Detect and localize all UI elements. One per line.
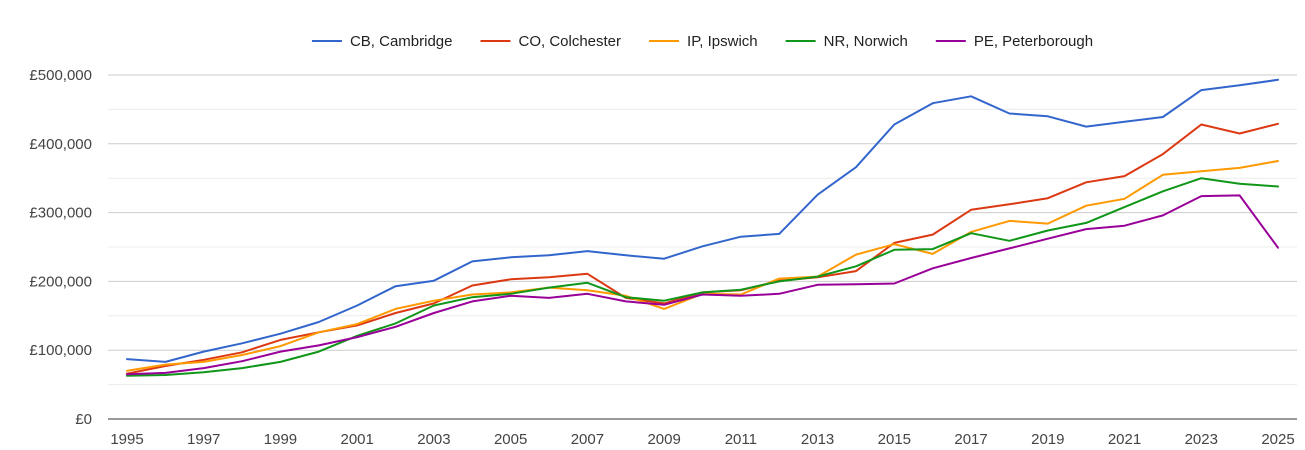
x-tick-label: 2005 xyxy=(494,431,527,448)
x-tick-label: 1997 xyxy=(187,431,220,448)
legend-item-pe[interactable]: PE, Peterborough xyxy=(935,33,1093,50)
x-tick-label: 2003 xyxy=(417,431,450,448)
axes: £0 £100,000 £200,000 £300,000 £400,000 £500,0… xyxy=(29,67,1297,448)
legend-label: NR, Norwich xyxy=(824,33,908,50)
legend-item-ip[interactable]: IP, Ipswich xyxy=(649,33,758,50)
legend-item-co[interactable]: CO, Colchester xyxy=(480,33,621,50)
series-line-ip[interactable] xyxy=(126,160,1279,372)
x-tick-label: 1999 xyxy=(264,431,297,448)
legend-label: CO, Colchester xyxy=(518,33,621,50)
y-tick-label: £500,000 xyxy=(29,67,92,84)
series-line-nr[interactable] xyxy=(126,177,1279,377)
series-lines xyxy=(126,78,1279,377)
x-tick-label: 2019 xyxy=(1031,431,1064,448)
legend-label: CB, Cambridge xyxy=(350,33,453,50)
series-line-cb[interactable] xyxy=(126,78,1279,363)
x-tick-label: 2021 xyxy=(1108,431,1141,448)
legend[interactable]: CB, Cambridge CO, Colchester IP, Ipswich NR… xyxy=(311,33,1093,50)
y-tick-label: £0 xyxy=(75,411,92,428)
x-tick-label: 2001 xyxy=(341,431,374,448)
x-tick-label: 2015 xyxy=(878,431,911,448)
x-tick-label: 2023 xyxy=(1185,431,1218,448)
legend-item-nr[interactable]: NR, Norwich xyxy=(785,33,908,50)
legend-item-cb[interactable]: CB, Cambridge xyxy=(311,33,453,50)
y-tick-label: £100,000 xyxy=(29,342,92,359)
y-tick-label: £400,000 xyxy=(29,136,92,153)
series-line-pe[interactable] xyxy=(126,194,1279,376)
x-tick-label: 2009 xyxy=(647,431,680,448)
x-tick-label: 2011 xyxy=(725,431,757,448)
y-tick-label: £300,000 xyxy=(29,205,92,222)
x-tick-label: 2025 xyxy=(1261,431,1294,448)
series-line-co[interactable] xyxy=(126,122,1279,375)
x-tick-label: 1995 xyxy=(110,431,143,448)
y-tick-label: £200,000 xyxy=(29,273,92,290)
x-tick-label: 2017 xyxy=(954,431,987,448)
legend-label: PE, Peterborough xyxy=(974,33,1093,50)
gridlines xyxy=(108,74,1297,386)
legend-label: IP, Ipswich xyxy=(687,33,758,50)
x-tick-label: 2007 xyxy=(571,431,604,448)
x-tick-label: 2013 xyxy=(801,431,834,448)
